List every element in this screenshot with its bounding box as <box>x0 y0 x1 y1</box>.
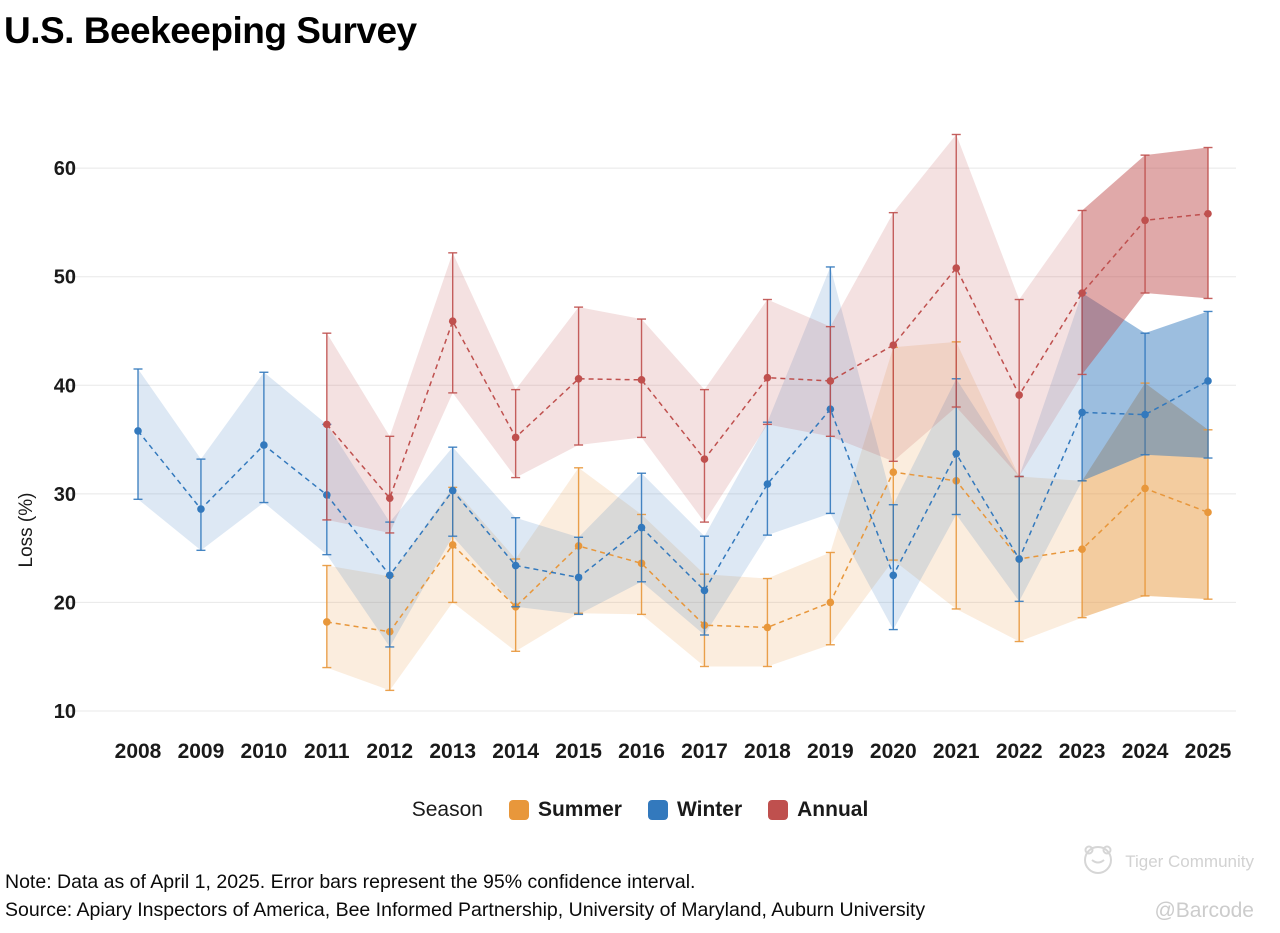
y-axis-label: Loss (%) <box>16 492 37 568</box>
winter-swatch-icon <box>647 800 668 820</box>
svg-text:2012: 2012 <box>366 740 413 763</box>
summer-swatch-icon <box>508 800 529 820</box>
watermark-community-label: Tiger Community <box>1125 851 1254 871</box>
svg-text:2018: 2018 <box>744 740 791 763</box>
legend-label-winter: Winter <box>676 798 743 821</box>
legend-items: Summer Winter Annual <box>508 798 868 822</box>
svg-text:2019: 2019 <box>807 740 854 763</box>
gridlines <box>60 167 1236 712</box>
svg-text:2008: 2008 <box>115 740 162 763</box>
series-annual <box>322 133 1213 534</box>
svg-text:2013: 2013 <box>429 740 476 763</box>
note-text: Note: Data as of April 1, 2025. Error ba… <box>5 871 696 893</box>
source-text: Source: Apiary Inspectors of America, Be… <box>5 899 926 921</box>
legend-item-winter: Winter <box>647 798 743 822</box>
legend-label-summer: Summer <box>537 798 622 821</box>
svg-text:2017: 2017 <box>681 740 728 763</box>
page-title: U.S. Beekeeping Survey <box>4 10 417 51</box>
svg-text:2025: 2025 <box>1185 740 1232 763</box>
svg-text:2024: 2024 <box>1122 740 1169 763</box>
svg-text:50: 50 <box>54 267 76 289</box>
svg-text:2009: 2009 <box>178 740 225 763</box>
svg-text:2010: 2010 <box>241 740 288 763</box>
y-tick-labels: 10 20 30 40 50 60 <box>54 158 76 723</box>
svg-text:2023: 2023 <box>1059 740 1106 763</box>
confidence-bands <box>138 134 1209 691</box>
x-tick-labels: 2008 2009 2010 2011 2012 2013 2014 2015 2016 2017… <box>115 740 1232 763</box>
legend-item-summer: Summer <box>508 798 622 822</box>
series-winter <box>133 266 1213 648</box>
svg-text:2016: 2016 <box>618 740 665 763</box>
svg-text:2020: 2020 <box>870 740 917 763</box>
annual-swatch-icon <box>768 800 789 820</box>
legend-item-annual: Annual <box>768 798 868 822</box>
beekeeping-loss-chart: 10 20 30 40 50 60 2008 2009 2010 2011 2012 2013 2014… <box>54 133 1236 763</box>
chart-area: Loss (%) 10 20 30 40 50 60 2008 2009 2010 2011 201… <box>0 100 1280 780</box>
svg-text:20: 20 <box>54 592 76 614</box>
svg-text:2022: 2022 <box>996 740 1043 763</box>
svg-text:10: 10 <box>54 701 76 723</box>
chart-legend: Season Summer Winter Annual <box>0 798 1280 822</box>
svg-text:30: 30 <box>54 484 76 506</box>
tiger-community-logo-icon <box>1079 840 1117 883</box>
watermark: Tiger Community @Barcode <box>1079 840 1254 923</box>
legend-title: Season <box>411 798 483 821</box>
watermark-handle-label: @Barcode <box>1154 899 1254 922</box>
svg-text:2011: 2011 <box>304 740 350 763</box>
svg-text:60: 60 <box>54 158 76 180</box>
svg-text:2021: 2021 <box>933 740 980 763</box>
legend-label-annual: Annual <box>797 798 869 821</box>
svg-text:2015: 2015 <box>555 740 602 763</box>
svg-text:2014: 2014 <box>492 740 539 763</box>
svg-text:40: 40 <box>54 375 76 397</box>
